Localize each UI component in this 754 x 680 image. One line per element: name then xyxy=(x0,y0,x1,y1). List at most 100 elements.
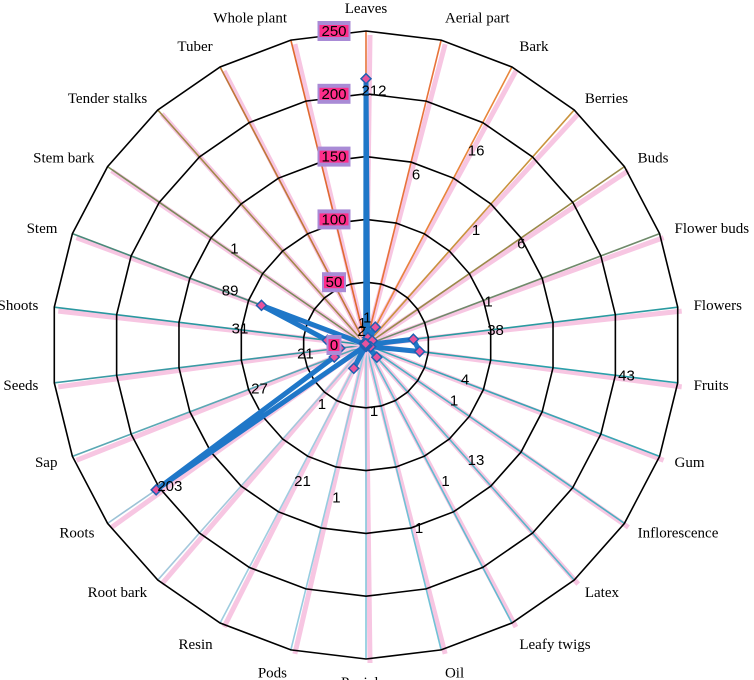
value-label: 1 xyxy=(318,396,326,413)
category-label: Fruits xyxy=(694,378,729,394)
category-label: Root bark xyxy=(88,585,148,601)
value-label: 1 xyxy=(332,489,340,506)
value-label: 203 xyxy=(157,478,182,495)
spoke-line xyxy=(107,165,367,346)
spoke-glow xyxy=(292,344,369,655)
value-label: 1 xyxy=(370,403,378,420)
category-label: Buds xyxy=(638,151,669,167)
value-label: 212 xyxy=(361,83,386,100)
tick-label-highlight xyxy=(319,150,349,163)
spoke-line xyxy=(54,344,367,384)
category-label: Whole plant xyxy=(213,11,288,27)
tick-label: 100 xyxy=(321,211,346,228)
value-label: 89 xyxy=(222,282,239,299)
value-label: 13 xyxy=(468,452,485,469)
category-label: Inflorescence xyxy=(638,525,719,541)
category-label: Leaves xyxy=(345,1,388,17)
spoke-line xyxy=(365,109,575,346)
category-label: Oil xyxy=(445,665,464,680)
spoke-glow xyxy=(364,112,581,347)
spoke-glow xyxy=(365,235,665,348)
category-label: Panicles xyxy=(341,675,391,680)
spoke-line xyxy=(365,344,660,458)
spoke-line xyxy=(72,344,367,458)
value-label: 21 xyxy=(297,345,314,362)
data-point xyxy=(370,351,383,364)
category-label: Sap xyxy=(35,455,58,471)
spoke-glow xyxy=(363,69,519,347)
spoke-line xyxy=(219,66,367,346)
grid-ring xyxy=(302,281,430,409)
grid-ring xyxy=(178,155,554,535)
radial-spokes xyxy=(54,31,683,664)
category-label: Roots xyxy=(59,525,94,541)
category-label: Latex xyxy=(585,585,620,601)
category-label: Berries xyxy=(585,91,628,107)
data-point xyxy=(413,345,426,358)
tick-label: 50 xyxy=(326,274,343,291)
spoke-glow xyxy=(159,343,368,586)
category-label: Tender stalks xyxy=(68,91,148,107)
tick-label: 0 xyxy=(330,337,338,354)
tick-label-highlight xyxy=(319,25,349,37)
value-label: 1 xyxy=(441,473,449,490)
category-label: Seeds xyxy=(3,378,38,394)
data-point xyxy=(347,362,360,375)
spoke-line xyxy=(365,165,625,346)
spoke-line xyxy=(365,232,660,346)
spoke-glow xyxy=(364,168,630,348)
category-label: Aerial part xyxy=(445,11,510,27)
category-label: Leafy twigs xyxy=(519,637,590,653)
data-point xyxy=(359,337,372,350)
category-label: Gum xyxy=(675,455,705,471)
spoke-line xyxy=(219,344,367,624)
grid-ring xyxy=(53,30,679,660)
value-label: 1 xyxy=(450,392,458,409)
category-label: Flower buds xyxy=(675,221,750,237)
spoke-line xyxy=(290,39,367,346)
tick-label: 200 xyxy=(321,86,346,103)
value-label: 43 xyxy=(618,368,635,385)
grid-rings xyxy=(53,30,679,660)
tick-label-highlight xyxy=(319,87,349,100)
value-label: 2 xyxy=(357,323,365,340)
spoke-glow xyxy=(363,43,448,346)
value-label: 21 xyxy=(294,473,311,490)
data-point xyxy=(359,72,373,85)
value-label: 31 xyxy=(232,321,249,338)
value-label: 27 xyxy=(251,380,268,397)
value-label: 1 xyxy=(358,315,366,332)
value-label: 6 xyxy=(517,235,525,252)
value-label: 6 xyxy=(412,166,420,183)
data-series xyxy=(150,72,426,496)
category-label: Pods xyxy=(258,665,287,680)
category-label: Stem bark xyxy=(33,151,95,167)
spoke-line xyxy=(365,39,442,346)
category-label: Stem xyxy=(27,221,58,237)
data-point xyxy=(407,333,420,346)
radial-ticks: 0 50 100 150 200 250 xyxy=(317,21,351,355)
category-label: Resin xyxy=(178,637,213,653)
value-label: 1 xyxy=(415,520,423,537)
spoke-line xyxy=(365,344,625,525)
value-label: 1 xyxy=(484,294,492,311)
spoke-line xyxy=(365,66,513,346)
spoke-line xyxy=(54,306,367,346)
value-label: 4 xyxy=(461,372,469,389)
spoke-line xyxy=(365,344,575,581)
spoke-glow xyxy=(75,342,367,463)
spoke-line xyxy=(290,344,367,651)
grid-ring xyxy=(240,218,492,472)
value-label: 1 xyxy=(230,241,238,258)
data-point xyxy=(150,483,163,496)
spoke-glow xyxy=(221,343,369,629)
category-label: Flowers xyxy=(694,298,742,314)
spoke-line xyxy=(157,344,367,581)
spoke-line xyxy=(365,344,442,651)
grid-ring xyxy=(115,92,617,598)
value-label: 1 xyxy=(363,310,371,327)
spoke-line xyxy=(365,344,513,624)
